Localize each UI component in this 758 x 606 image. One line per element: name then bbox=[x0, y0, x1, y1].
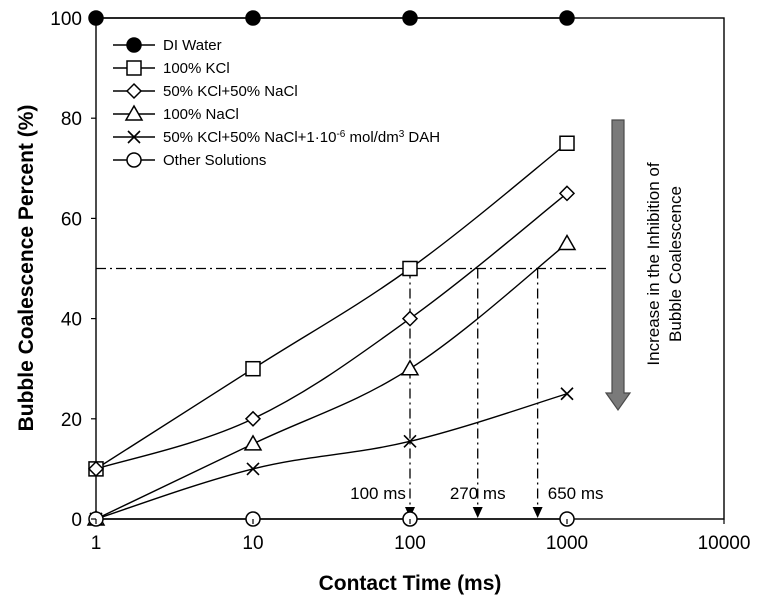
axis-ticks: 1 10 100 1000 10000 0 20 40 60 80 100 bbox=[50, 9, 750, 554]
series-1-point-4 bbox=[559, 10, 575, 26]
series-5-point-3 bbox=[403, 434, 417, 448]
series-3-point-1 bbox=[87, 460, 105, 477]
drop-arrowhead-3 bbox=[532, 507, 543, 518]
legend-label: 50% KCl+50% NaCl+1·10-6 mol/dm3 DAH bbox=[163, 129, 440, 147]
reference-lines bbox=[96, 267, 608, 518]
arrow-note: Increase in the Inhibition of Bubble Coal… bbox=[644, 162, 685, 365]
series-2-point-3 bbox=[402, 260, 418, 277]
x-tick-label: 1 bbox=[91, 533, 102, 554]
series-3-point-3 bbox=[401, 310, 419, 327]
arrow-note-line-2: Bubble Coalescence bbox=[666, 186, 685, 342]
series-line-2 bbox=[95, 142, 568, 470]
legend: DI Water 100% KCl 50% KCl+50% NaCl 100% NaC… bbox=[113, 37, 440, 169]
series-1-point-2 bbox=[245, 10, 261, 26]
legend-label: 100% KCl bbox=[163, 60, 230, 77]
inhibition-arrow: Increase in the Inhibition of Bubble Coal… bbox=[604, 119, 685, 412]
drop-arrowhead-2 bbox=[472, 507, 483, 518]
y-tick-label: 0 bbox=[71, 510, 82, 531]
series-line-5 bbox=[95, 393, 568, 520]
y-tick-label: 60 bbox=[61, 209, 82, 230]
legend-marker-5 bbox=[127, 130, 141, 144]
y-axis-title: Bubble Coalescence Percent (%) bbox=[15, 105, 38, 432]
series-5-point-4 bbox=[560, 387, 574, 401]
legend-label: 100% NaCl bbox=[163, 106, 239, 123]
annotation-label: 650 ms bbox=[548, 484, 604, 503]
legend-label: DI Water bbox=[163, 37, 222, 54]
legend-marker-6 bbox=[126, 152, 142, 168]
down-arrow bbox=[604, 119, 632, 412]
annotation-label: 270 ms bbox=[450, 484, 506, 503]
series-5-point-2 bbox=[246, 462, 260, 476]
x-tick-label: 100 bbox=[394, 533, 426, 554]
y-tick-label: 80 bbox=[61, 109, 82, 130]
y-tick-label: 40 bbox=[61, 310, 82, 331]
x-axis-title: Contact Time (ms) bbox=[319, 572, 502, 595]
x-tick-label: 10000 bbox=[698, 533, 751, 554]
series-line-3 bbox=[95, 192, 568, 470]
series-4-point-2 bbox=[243, 434, 263, 451]
legend-marker-1 bbox=[126, 37, 142, 53]
legend-label: 50% KCl+50% NaCl bbox=[163, 83, 298, 100]
series-line-4 bbox=[95, 242, 568, 520]
y-tick-label: 20 bbox=[61, 410, 82, 431]
annotations: 100 ms 270 ms 650 ms bbox=[350, 484, 603, 503]
series-3-point-4 bbox=[558, 185, 576, 202]
series-4-point-4 bbox=[557, 233, 577, 251]
x-tick-label: 1000 bbox=[546, 533, 588, 554]
series-1-point-3 bbox=[402, 10, 418, 26]
arrow-note-line-1: Increase in the Inhibition of bbox=[644, 162, 663, 365]
series-2-point-2 bbox=[245, 360, 261, 377]
legend-marker-3 bbox=[125, 82, 143, 100]
annotation-label: 100 ms bbox=[350, 484, 406, 503]
series-4-point-3 bbox=[400, 359, 420, 376]
legend-marker-2 bbox=[126, 60, 142, 76]
y-tick-label: 100 bbox=[50, 9, 82, 30]
series-3-point-2 bbox=[244, 410, 262, 427]
series-2-point-4 bbox=[559, 135, 575, 151]
x-tick-label: 10 bbox=[242, 533, 263, 554]
legend-marker-4 bbox=[124, 104, 144, 121]
legend-label: Other Solutions bbox=[163, 152, 266, 169]
